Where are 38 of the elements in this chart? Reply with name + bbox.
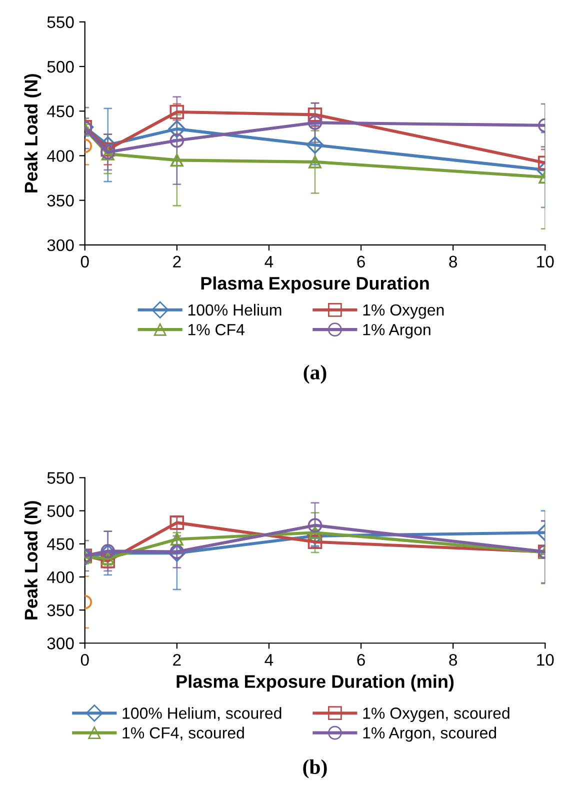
x-tick-label: 8 (449, 654, 457, 666)
legend-label: 100% Helium (188, 304, 282, 316)
x-tick-label: 8 (449, 256, 457, 268)
y-axis-title: Peak Load (N) (24, 74, 42, 192)
text: (b) (303, 759, 327, 778)
legend-label: 1% Argon, scoured (363, 726, 496, 742)
legend-label: 1% Oxygen, scoured (363, 707, 510, 722)
legend-label: 1% Argon (363, 324, 430, 338)
x-tick-label: 4 (264, 256, 274, 268)
text: (a) (304, 364, 326, 384)
x-tick-label: 0 (80, 654, 89, 666)
x-tick-label: 10 (537, 256, 554, 268)
legend-label: 100% Helium, scoured (122, 707, 282, 721)
x-tick-label: 4 (264, 654, 274, 666)
x-tick-label: 6 (357, 654, 365, 666)
y-tick-label: 550 (47, 472, 74, 484)
y-tick-label: 400 (47, 571, 74, 584)
y-tick-label: 300 (47, 638, 74, 650)
x-tick-label: 6 (357, 256, 365, 268)
x-tick-label: 2 (173, 256, 181, 268)
y-axis-title: Peak Load (N) (24, 501, 42, 620)
y-tick-label: 300 (47, 239, 74, 252)
y-tick-label: 400 (47, 150, 74, 162)
y-tick-label: 350 (47, 194, 74, 207)
x-tick-label: 2 (173, 654, 181, 666)
x-tick-label: 0 (80, 256, 89, 268)
legend-label: 1% CF4 (188, 324, 244, 336)
legend-label: 1% CF4, scoured (122, 726, 244, 740)
x-tick-label: 10 (537, 654, 554, 666)
y-tick-label: 450 (47, 106, 74, 118)
y-tick-label: 500 (47, 60, 74, 73)
legend-label: 1% Oxygen (363, 304, 444, 319)
y-tick-label: 450 (47, 538, 74, 550)
y-tick-label: 550 (47, 16, 74, 28)
y-tick-label: 500 (47, 505, 74, 517)
x-axis-title: Plasma Exposure Duration (min) (176, 674, 454, 692)
y-tick-label: 350 (47, 604, 74, 616)
x-axis-title: Plasma Exposure Duration (201, 276, 429, 294)
